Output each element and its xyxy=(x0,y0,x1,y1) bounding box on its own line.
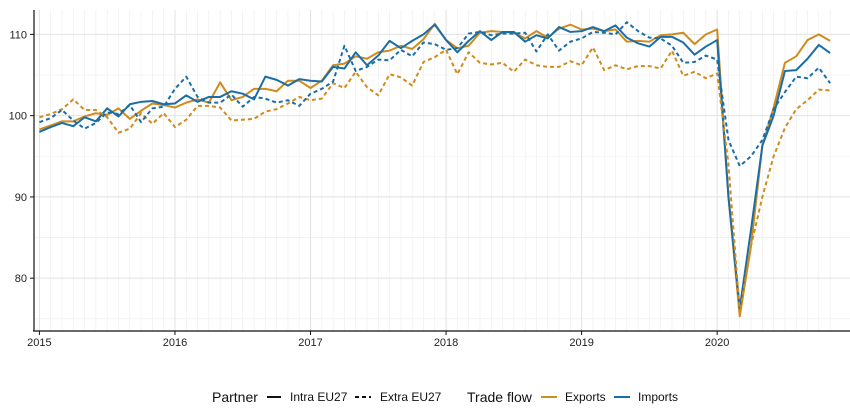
y-tick-label: 80 xyxy=(15,273,27,285)
x-tick-label: 2016 xyxy=(163,337,187,349)
legend-title-partner: Partner xyxy=(212,389,258,405)
x-tick-label: 2020 xyxy=(705,337,729,349)
y-axis-ticks: 80 90 100 110 xyxy=(9,29,34,285)
x-axis-ticks: 2015 2016 2017 2018 2019 2020 xyxy=(27,331,729,349)
x-tick-label: 2019 xyxy=(569,337,593,349)
grid-minor xyxy=(34,10,850,331)
plot-panel xyxy=(34,10,850,330)
legend: Partner Intra EU27 Extra EU27 Trade flow… xyxy=(212,389,678,405)
y-tick-label: 100 xyxy=(9,111,27,123)
x-tick-label: 2018 xyxy=(434,337,458,349)
y-tick-label: 90 xyxy=(15,192,27,204)
legend-label-exports: Exports xyxy=(565,390,606,404)
grid-major xyxy=(34,10,850,331)
legend-label-extra-eu27: Extra EU27 xyxy=(380,390,442,404)
series-line-exports-extra-eu27 xyxy=(39,46,831,314)
y-tick-label: 110 xyxy=(9,29,27,41)
series-line-imports-intra-eu27 xyxy=(39,23,831,310)
legend-title-trade-flow: Trade flow xyxy=(467,389,533,405)
x-tick-label: 2015 xyxy=(27,337,51,349)
x-tick-label: 2017 xyxy=(298,337,322,349)
series-layer xyxy=(39,21,831,318)
legend-label-imports: Imports xyxy=(638,390,678,404)
legend-label-intra-eu27: Intra EU27 xyxy=(290,390,348,404)
